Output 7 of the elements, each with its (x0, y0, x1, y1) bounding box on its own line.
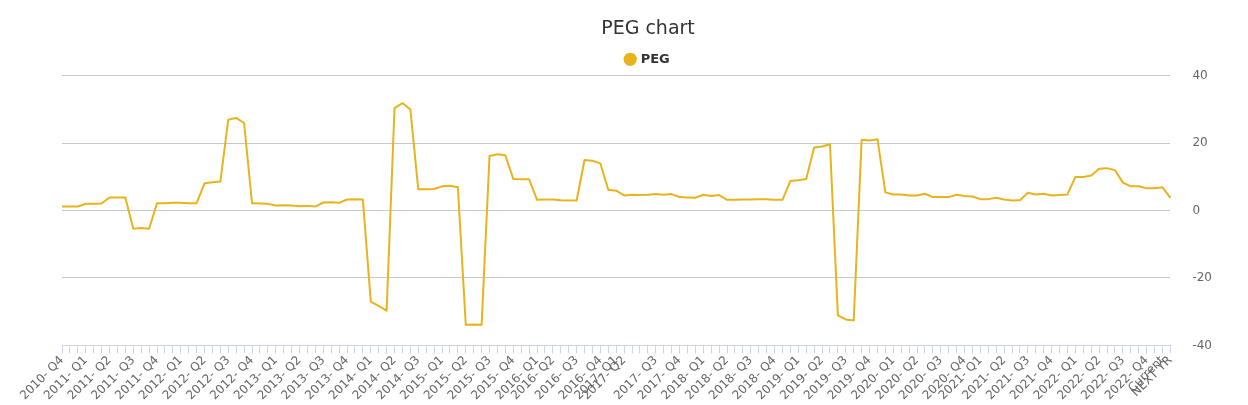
y-tick-label: 40 (1192, 67, 1208, 82)
y-tick-label: -20 (1192, 270, 1213, 285)
y-tick-label: 0 (1192, 202, 1201, 217)
y-tick-label: -40 (1192, 337, 1213, 352)
legend-label: PEG (640, 50, 670, 66)
y-tick-label: 20 (1192, 135, 1208, 150)
chart-title: PEG chart (601, 16, 695, 39)
